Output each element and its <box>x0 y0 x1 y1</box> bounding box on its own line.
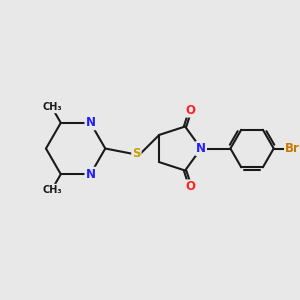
Text: O: O <box>185 104 195 117</box>
Text: CH₃: CH₃ <box>42 184 62 195</box>
Text: N: N <box>85 116 95 129</box>
Text: CH₃: CH₃ <box>42 102 62 112</box>
Text: O: O <box>185 180 195 194</box>
Text: Br: Br <box>285 142 300 155</box>
Text: N: N <box>196 142 206 155</box>
Text: N: N <box>85 168 95 181</box>
Text: S: S <box>132 147 141 161</box>
